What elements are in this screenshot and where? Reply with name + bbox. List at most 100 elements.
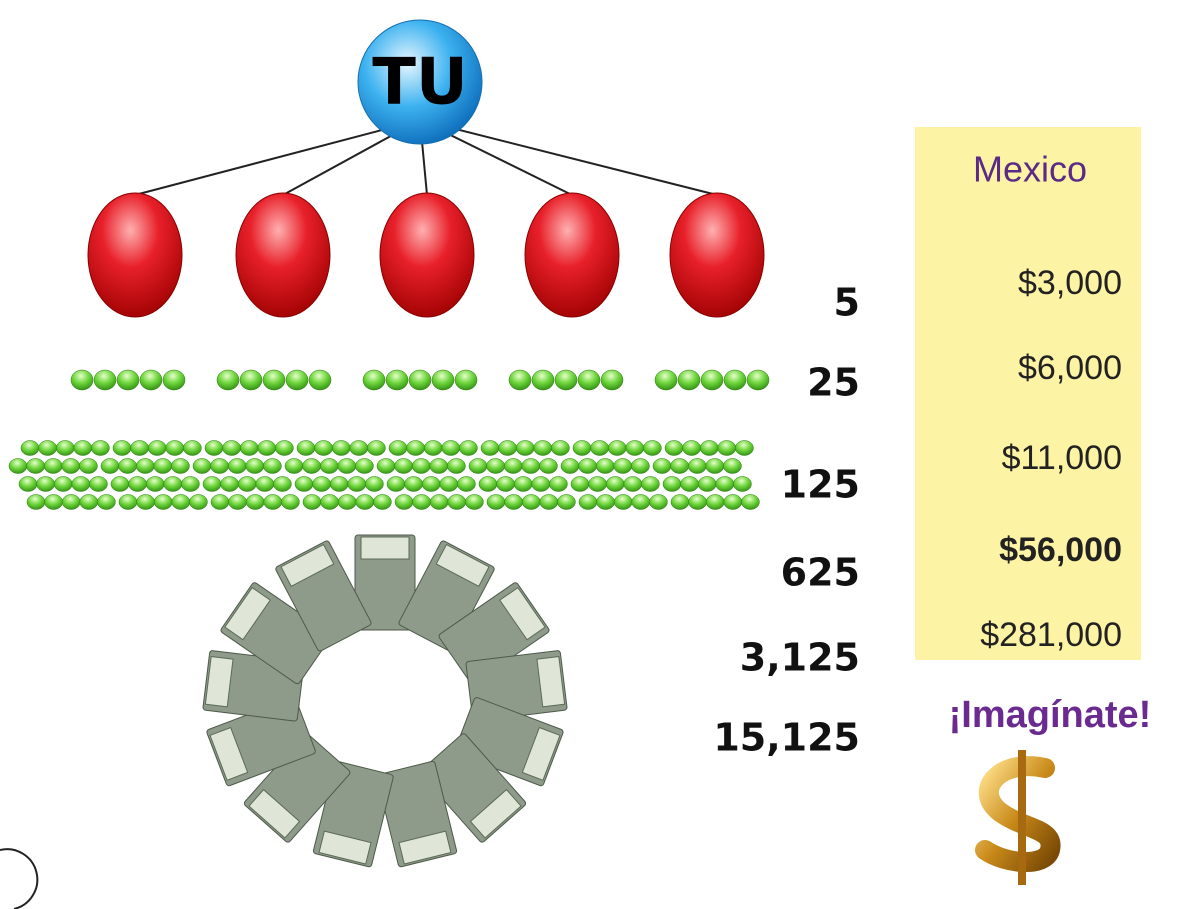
- member-node: [281, 495, 299, 510]
- member-node: [573, 441, 591, 456]
- member-node: [698, 477, 716, 492]
- member-node: [631, 459, 649, 474]
- member-node: [211, 495, 229, 510]
- member-node: [264, 495, 282, 510]
- member-node: [27, 459, 45, 474]
- member-node: [246, 459, 264, 474]
- member-node: [91, 441, 109, 456]
- member-node: [440, 477, 458, 492]
- member-node: [578, 370, 600, 390]
- member-node: [386, 370, 408, 390]
- member-node: [246, 495, 264, 510]
- member-node: [146, 477, 164, 492]
- member-node: [193, 459, 211, 474]
- member-node: [551, 441, 569, 456]
- member-node: [137, 495, 155, 510]
- member-node: [119, 459, 137, 474]
- member-node: [700, 441, 718, 456]
- member-node: [681, 477, 699, 492]
- member-node: [45, 495, 63, 510]
- level-count: 15,125: [713, 716, 860, 760]
- member-node: [240, 370, 262, 390]
- member-node: [606, 477, 624, 492]
- member-node: [653, 459, 671, 474]
- member-node: [534, 441, 552, 456]
- member-node: [356, 495, 374, 510]
- member-node: [532, 370, 554, 390]
- earnings-panel: [915, 127, 1141, 660]
- member-node: [724, 370, 746, 390]
- member-node: [389, 441, 407, 456]
- member-node: [747, 370, 769, 390]
- member-node: [309, 370, 331, 390]
- member-node: [39, 441, 57, 456]
- member-node: [649, 495, 667, 510]
- member-node: [424, 441, 442, 456]
- member-node: [211, 459, 229, 474]
- member-node: [166, 441, 184, 456]
- member-node: [735, 441, 753, 456]
- member-node: [355, 459, 373, 474]
- member-node: [171, 459, 189, 474]
- member-node: [154, 495, 172, 510]
- member-node: [479, 477, 497, 492]
- member-node: [706, 495, 724, 510]
- member-node: [561, 459, 579, 474]
- member-node: [164, 477, 182, 492]
- member-node: [315, 441, 333, 456]
- member-node: [240, 441, 258, 456]
- earnings-header: Mexico: [973, 149, 1087, 190]
- member-node: [189, 495, 207, 510]
- member-node: [44, 459, 62, 474]
- member-node: [716, 477, 734, 492]
- member-node: [395, 495, 413, 510]
- member-node: [487, 459, 505, 474]
- money-band: [361, 537, 409, 559]
- earning-amount: $11,000: [1002, 439, 1122, 477]
- member-node: [643, 441, 661, 456]
- member-node: [223, 441, 241, 456]
- member-node: [407, 441, 425, 456]
- member-node: [571, 477, 589, 492]
- member-node: [442, 441, 460, 456]
- member-node: [236, 193, 330, 317]
- member-node: [117, 370, 139, 390]
- member-node: [205, 441, 223, 456]
- member-node: [154, 459, 172, 474]
- member-node: [539, 459, 557, 474]
- member-node: [256, 477, 274, 492]
- member-node: [330, 477, 348, 492]
- member-node: [172, 495, 190, 510]
- member-node: [409, 370, 431, 390]
- member-node: [624, 477, 642, 492]
- member-node: [504, 459, 522, 474]
- member-node: [263, 370, 285, 390]
- member-node: [724, 495, 742, 510]
- member-node: [111, 477, 129, 492]
- member-node: [597, 495, 615, 510]
- member-node: [683, 441, 701, 456]
- member-node: [228, 459, 246, 474]
- member-node: [733, 477, 751, 492]
- member-node: [525, 193, 619, 317]
- member-node: [412, 459, 430, 474]
- member-node: [295, 477, 313, 492]
- level-count: 25: [807, 361, 860, 405]
- member-node: [579, 459, 597, 474]
- member-node: [350, 441, 368, 456]
- member-node: [9, 459, 27, 474]
- member-node: [119, 495, 137, 510]
- member-node: [62, 495, 80, 510]
- member-node: [688, 459, 706, 474]
- member-node: [447, 459, 465, 474]
- member-node: [555, 370, 577, 390]
- member-node: [19, 477, 37, 492]
- member-node: [655, 370, 677, 390]
- connector: [135, 120, 420, 195]
- member-node: [579, 495, 597, 510]
- member-node: [71, 370, 93, 390]
- member-node: [148, 441, 166, 456]
- dollar-icon: [985, 750, 1051, 885]
- decoration: [0, 849, 37, 909]
- member-node: [455, 370, 477, 390]
